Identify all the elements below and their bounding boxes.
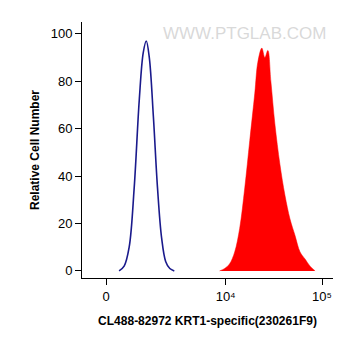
svg-text:CL488-82972 KRT1-specific(2302: CL488-82972 KRT1-specific(230261F9) <box>98 314 317 328</box>
svg-text:40: 40 <box>58 169 72 184</box>
svg-text:100: 100 <box>51 26 73 41</box>
svg-text:WWW.PTGLAB.COM: WWW.PTGLAB.COM <box>163 24 326 43</box>
svg-text:Relative Cell Number: Relative Cell Number <box>28 90 42 210</box>
svg-text:10⁵: 10⁵ <box>312 289 332 304</box>
svg-text:80: 80 <box>58 74 72 89</box>
svg-text:60: 60 <box>58 121 72 136</box>
svg-text:20: 20 <box>58 216 72 231</box>
svg-text:10⁴: 10⁴ <box>216 289 236 304</box>
svg-text:0: 0 <box>102 289 109 304</box>
svg-text:0: 0 <box>65 263 72 278</box>
